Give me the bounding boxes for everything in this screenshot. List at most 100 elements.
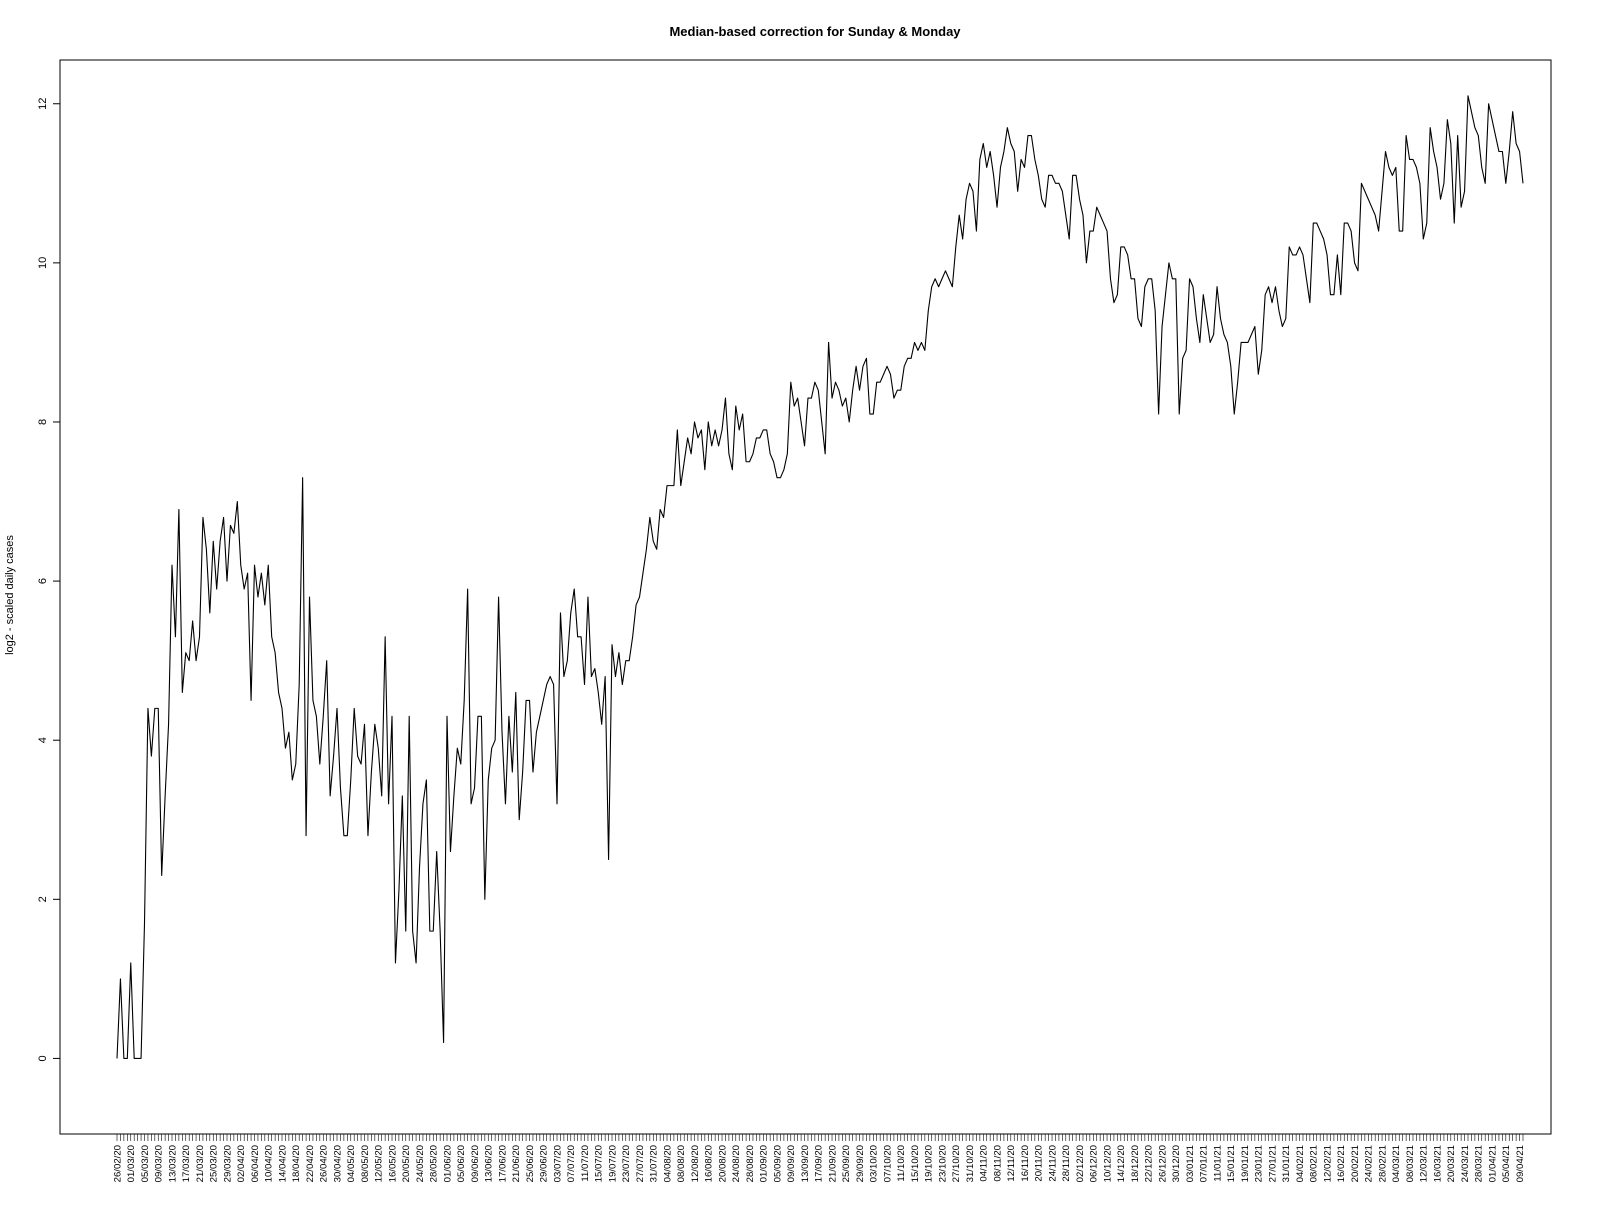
- x-tick-label: 12/11/20: [1006, 1145, 1017, 1182]
- y-axis-label: log2 - scaled daily cases: [4, 535, 16, 655]
- x-tick-label: 16/05/20: [387, 1145, 398, 1182]
- x-tick-label: 19/07/20: [607, 1145, 618, 1182]
- x-tick-label: 10/04/20: [264, 1145, 275, 1182]
- x-tick-label: 05/06/20: [456, 1145, 467, 1182]
- x-tick-label: 09/09/20: [786, 1145, 797, 1182]
- x-tick-label: 31/10/20: [965, 1145, 976, 1182]
- x-tick-label: 06/12/20: [1089, 1145, 1100, 1182]
- chart-title: Median-based correction for Sunday & Mon…: [669, 24, 961, 39]
- x-tick-label: 17/06/20: [497, 1145, 508, 1182]
- x-tick-label: 14/04/20: [277, 1145, 288, 1182]
- series-layer: [116, 95, 1524, 1059]
- x-tick-label: 07/01/21: [1199, 1145, 1210, 1182]
- x-tick-label: 30/12/20: [1171, 1145, 1182, 1182]
- x-tick-label: 27/07/20: [635, 1145, 646, 1182]
- x-tick-label: 02/04/20: [236, 1145, 247, 1182]
- x-tick-label: 17/09/20: [814, 1145, 825, 1182]
- x-tick-label: 18/04/20: [291, 1145, 302, 1182]
- x-tick-label: 04/05/20: [346, 1145, 357, 1182]
- x-tick-label: 27/01/21: [1267, 1145, 1278, 1182]
- y-tick-label: 8: [37, 419, 49, 425]
- x-tick-label: 11/10/20: [896, 1145, 907, 1182]
- x-tick-label: 16/02/21: [1336, 1145, 1347, 1182]
- y-tick-label: 6: [37, 578, 49, 584]
- y-tick-label: 12: [37, 98, 49, 110]
- x-tick-label: 29/09/20: [855, 1145, 866, 1182]
- y-tick-label: 0: [37, 1055, 49, 1061]
- x-tick-label: 21/06/20: [511, 1145, 522, 1182]
- x-tick-label: 05/04/21: [1501, 1145, 1512, 1182]
- x-tick-label: 03/10/20: [869, 1145, 880, 1182]
- x-tick-label: 09/03/20: [154, 1145, 165, 1182]
- x-tick-label: 06/04/20: [250, 1145, 261, 1182]
- x-tick-label: 04/02/21: [1295, 1145, 1306, 1182]
- x-tick-label: 31/07/20: [649, 1145, 660, 1182]
- x-tick-label: 18/12/20: [1130, 1145, 1141, 1182]
- x-tick-label: 15/10/20: [910, 1145, 921, 1182]
- plot-frame: [59, 59, 1552, 1135]
- x-tick-label: 20/08/20: [717, 1145, 728, 1182]
- x-tick-label: 12/03/21: [1419, 1145, 1430, 1182]
- x-tick-label: 09/04/21: [1515, 1145, 1526, 1182]
- x-tick-label: 11/01/21: [1212, 1145, 1223, 1182]
- x-tick-label: 23/07/20: [621, 1145, 632, 1182]
- x-tick-label: 28/08/20: [745, 1145, 756, 1182]
- x-tick-label: 20/03/21: [1446, 1145, 1457, 1182]
- x-tick-label: 23/01/21: [1254, 1145, 1265, 1182]
- x-tick-label: 03/01/21: [1185, 1145, 1196, 1182]
- x-tick-label: 01/09/20: [759, 1145, 770, 1182]
- x-tick-label: 29/03/20: [222, 1145, 233, 1182]
- x-tick-label: 24/11/20: [1047, 1145, 1058, 1182]
- x-tick-label: 12/02/21: [1322, 1145, 1333, 1182]
- x-tick-label: 15/07/20: [594, 1145, 605, 1182]
- x-tick-label: 19/01/21: [1240, 1145, 1251, 1182]
- x-tick-label: 25/03/20: [209, 1145, 220, 1182]
- x-tick-label: 08/05/20: [360, 1145, 371, 1182]
- x-tick-label: 21/09/20: [827, 1145, 838, 1182]
- y-tick-label: 10: [37, 257, 49, 269]
- x-tick-label: 24/05/20: [415, 1145, 426, 1182]
- x-tick-label: 13/06/20: [484, 1145, 495, 1182]
- x-tick-label: 09/06/20: [470, 1145, 481, 1182]
- x-tick-label: 25/06/20: [525, 1145, 536, 1182]
- x-tick-label: 07/10/20: [882, 1145, 893, 1182]
- x-tick-label: 23/10/20: [937, 1145, 948, 1182]
- x-tick-label: 26/12/20: [1157, 1145, 1168, 1182]
- x-tick-label: 19/10/20: [924, 1145, 935, 1182]
- y-axis: 0 2 4 6 8 10 12: [37, 98, 60, 1061]
- x-axis: 26/02/20 01/03/20 05/03/20 09/03/20 13/03/20…: [112, 1134, 1526, 1182]
- x-tick-label: 24/08/20: [731, 1145, 742, 1182]
- x-tick-label: 03/07/20: [552, 1145, 563, 1182]
- x-tick-label: 28/05/20: [429, 1145, 440, 1182]
- x-tick-label: 25/09/20: [841, 1145, 852, 1182]
- x-tick-label: 01/06/20: [442, 1145, 453, 1182]
- x-tick-label: 17/03/20: [181, 1145, 192, 1182]
- x-tick-label: 08/03/21: [1405, 1145, 1416, 1182]
- x-tick-label: 29/06/20: [539, 1145, 550, 1182]
- y-tick-label: 4: [37, 737, 49, 743]
- x-tick-label: 05/03/20: [140, 1145, 151, 1182]
- x-tick-label: 20/11/20: [1034, 1145, 1045, 1182]
- x-tick-label: 14/12/20: [1116, 1145, 1127, 1182]
- x-tick-label: 20/02/21: [1350, 1145, 1361, 1182]
- x-tick-label: 27/10/20: [951, 1145, 962, 1182]
- x-tick-label: 28/11/20: [1061, 1145, 1072, 1182]
- x-tick-label: 04/11/20: [979, 1145, 990, 1182]
- x-tick-label: 22/04/20: [305, 1145, 316, 1182]
- x-tick-label: 11/07/20: [580, 1145, 591, 1182]
- x-tick-label: 24/03/21: [1460, 1145, 1471, 1182]
- x-tick-label: 24/02/21: [1364, 1145, 1375, 1182]
- y-tick-label: 2: [37, 896, 49, 902]
- x-tick-label: 31/01/21: [1281, 1145, 1292, 1182]
- x-tick-label: 02/12/20: [1075, 1145, 1086, 1182]
- x-tick-label: 01/04/21: [1487, 1145, 1498, 1182]
- x-tick-label: 08/08/20: [676, 1145, 687, 1182]
- x-tick-label: 30/04/20: [332, 1145, 343, 1182]
- x-tick-label: 13/09/20: [800, 1145, 811, 1182]
- x-tick-label: 12/05/20: [374, 1145, 385, 1182]
- x-tick-label: 16/08/20: [704, 1145, 715, 1182]
- x-tick-label: 22/12/20: [1144, 1145, 1155, 1182]
- x-tick-label: 07/07/20: [566, 1145, 577, 1182]
